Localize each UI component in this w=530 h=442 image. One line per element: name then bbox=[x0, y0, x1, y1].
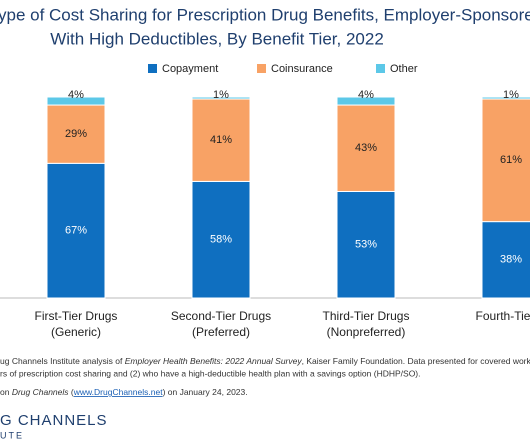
x-tick-label: Fourth-Tier D bbox=[476, 309, 530, 323]
bar-segment bbox=[46, 96, 106, 106]
logo: UTE bbox=[0, 430, 24, 440]
data-label: 29% bbox=[65, 128, 87, 140]
data-label: 4% bbox=[358, 89, 374, 101]
data-label: 1% bbox=[503, 89, 519, 101]
bar-segment bbox=[191, 180, 251, 299]
note-text: , Kaiser Family Foundation. Data present… bbox=[302, 356, 530, 366]
data-label: 41% bbox=[210, 134, 232, 146]
x-tick-label: (Generic) bbox=[51, 325, 101, 339]
bar-segment bbox=[46, 104, 106, 164]
note-text: ( bbox=[69, 387, 74, 397]
bar-segment bbox=[336, 104, 396, 192]
x-tick-label: Third-Tier Drugs bbox=[323, 309, 410, 323]
bar-segment bbox=[481, 221, 530, 299]
note: rs of prescription cost sharing and (2) … bbox=[0, 368, 421, 378]
x-tick-label: First-Tier Drugs bbox=[35, 309, 118, 323]
bar-segment bbox=[481, 96, 530, 100]
chart-title: With High Deductibles, By Benefit Tier, … bbox=[50, 29, 384, 48]
note-text: on bbox=[0, 387, 12, 397]
legend-swatch bbox=[148, 64, 157, 73]
bar-segment bbox=[336, 190, 396, 299]
x-tick-label: (Preferred) bbox=[192, 325, 250, 339]
data-label: 58% bbox=[210, 234, 232, 246]
logo: G CHANNELS bbox=[0, 412, 108, 429]
bar-segment bbox=[191, 98, 251, 182]
legend-label: Other bbox=[390, 63, 418, 75]
legend-swatch bbox=[257, 64, 266, 73]
bar-segment bbox=[481, 98, 530, 223]
note-link[interactable]: www.DrugChannels.net bbox=[73, 387, 163, 397]
note-text: Drug Channels bbox=[12, 387, 69, 397]
note: ug Channels Institute analysis of Employ… bbox=[0, 356, 530, 366]
note-text: ) on January 24, 2023. bbox=[163, 387, 248, 397]
x-tick-label: Second-Tier Drugs bbox=[171, 309, 271, 323]
data-label: 43% bbox=[355, 142, 377, 154]
bar-segment bbox=[191, 96, 251, 100]
legend-swatch bbox=[376, 64, 385, 73]
legend-label: Coinsurance bbox=[271, 63, 333, 75]
bar-segment bbox=[336, 96, 396, 106]
data-label: 4% bbox=[68, 89, 84, 101]
data-label: 61% bbox=[500, 154, 522, 166]
data-label: 67% bbox=[65, 225, 87, 237]
data-label: 53% bbox=[355, 239, 377, 251]
chart-title: ype of Cost Sharing for Prescription Dru… bbox=[0, 5, 530, 24]
x-tick-label: (Nonpreferred) bbox=[327, 325, 406, 339]
data-label: 38% bbox=[500, 254, 522, 266]
note-text: ug Channels Institute analysis of bbox=[0, 356, 125, 366]
note: on Drug Channels (www.DrugChannels.net) … bbox=[0, 387, 248, 397]
note-text: Employer Health Benefits: 2022 Annual Su… bbox=[125, 356, 303, 366]
legend-label: Copayment bbox=[162, 63, 218, 75]
data-label: 1% bbox=[213, 89, 229, 101]
